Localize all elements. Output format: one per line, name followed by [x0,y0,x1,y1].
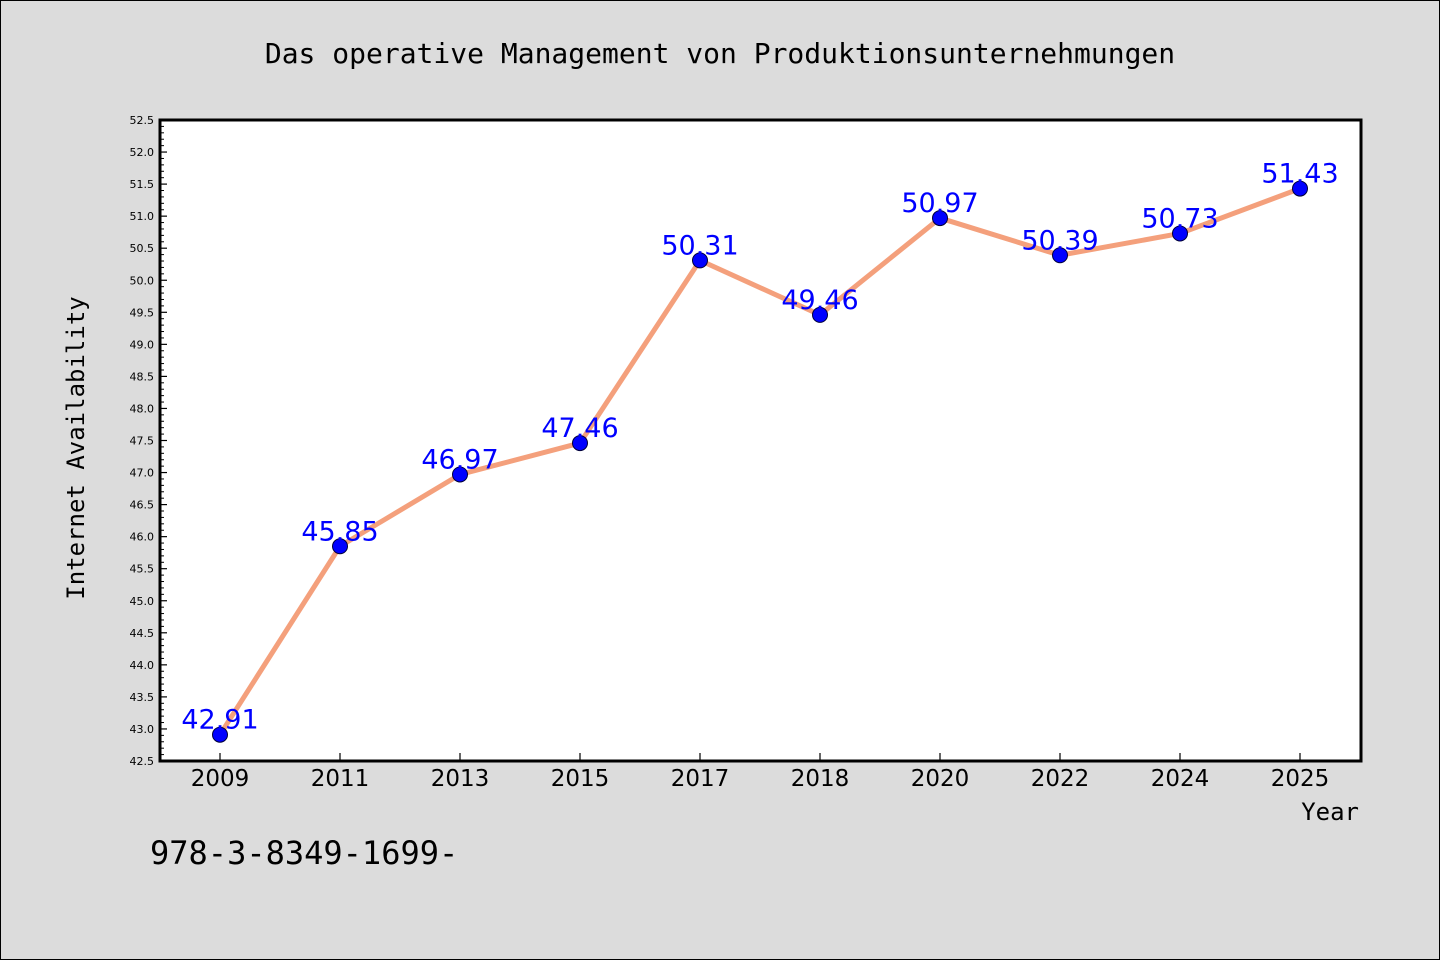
isbn-text: 978-3-8349-1699- [150,834,458,872]
data-point [932,210,948,227]
x-tick-label: 2024 [1151,766,1210,792]
data-label: 50.73 [1141,203,1218,234]
y-tick-label: 49.0 [130,338,155,351]
data-labels: 42.91 45.85 46.97 47.46 50.31 49.46 50.97 50.39… [181,159,1338,736]
y-tick-label: 43.5 [130,691,155,704]
x-tick-label: 2015 [551,766,610,792]
y-tick-label: 46.0 [130,531,155,544]
x-tick-label: 2013 [431,766,490,792]
y-axis: 42.5 43.0 43.5 44.0 44.5 45.0 45.5 46.0 46.5 47.0… [130,114,167,768]
data-point [572,435,588,452]
data-point [212,726,228,743]
y-tick-label: 47.0 [130,467,155,480]
data-label: 47.46 [541,413,618,444]
data-label: 45.85 [301,516,378,547]
plot-border [158,118,1363,763]
data-point [452,466,468,483]
x-tick-label: 2017 [671,766,730,792]
x-tick-label: 2025 [1271,766,1330,792]
y-tick-label: 48.5 [130,370,155,383]
y-tick-label: 44.0 [130,659,155,672]
y-tick-label: 51.5 [130,178,155,191]
y-tick-label: 42.5 [130,755,155,768]
x-tick-label: 2022 [1031,766,1090,792]
data-label: 50.97 [901,188,978,219]
y-tick-label: 45.0 [130,595,155,608]
data-point [332,538,348,555]
data-point [812,306,828,323]
data-label: 42.91 [181,705,258,736]
y-tick-label: 44.5 [130,627,155,640]
y-tick-label: 49.5 [130,306,155,319]
series-markers [212,180,1308,743]
x-axis: 2009 2011 2013 2015 2017 2018 2020 2022 2024 2025 [191,753,1330,792]
data-point [1292,180,1308,197]
y-tick-label: 50.5 [130,242,155,255]
x-axis-label: Year [1301,798,1359,826]
data-label: 51.43 [1261,159,1338,190]
y-tick-label: 47.5 [130,435,155,448]
data-point [1052,247,1068,264]
data-point [1172,225,1188,242]
chart-title: Das operative Management von Produktions… [265,37,1175,70]
y-tick-label: 52.0 [130,146,155,159]
plot-area [160,120,1361,761]
data-label: 50.39 [1021,225,1098,256]
y-tick-label: 52.5 [130,114,155,127]
series-line [217,186,1301,737]
y-tick-label: 46.5 [130,499,155,512]
data-point [692,252,708,269]
y-tick-label: 48.0 [130,402,155,415]
y-tick-label: 43.0 [130,723,155,736]
data-label: 46.97 [421,444,498,475]
y-axis-label: Internet Availability [62,296,90,599]
x-tick-label: 2011 [311,766,370,792]
x-tick-label: 2018 [791,766,850,792]
y-tick-label: 45.5 [130,563,155,576]
data-label: 50.31 [661,230,738,261]
x-tick-label: 2009 [191,766,250,792]
x-tick-label: 2020 [911,766,970,792]
data-label: 49.46 [781,285,858,316]
y-tick-label: 51.0 [130,210,155,223]
y-tick-label: 50.0 [130,274,155,287]
